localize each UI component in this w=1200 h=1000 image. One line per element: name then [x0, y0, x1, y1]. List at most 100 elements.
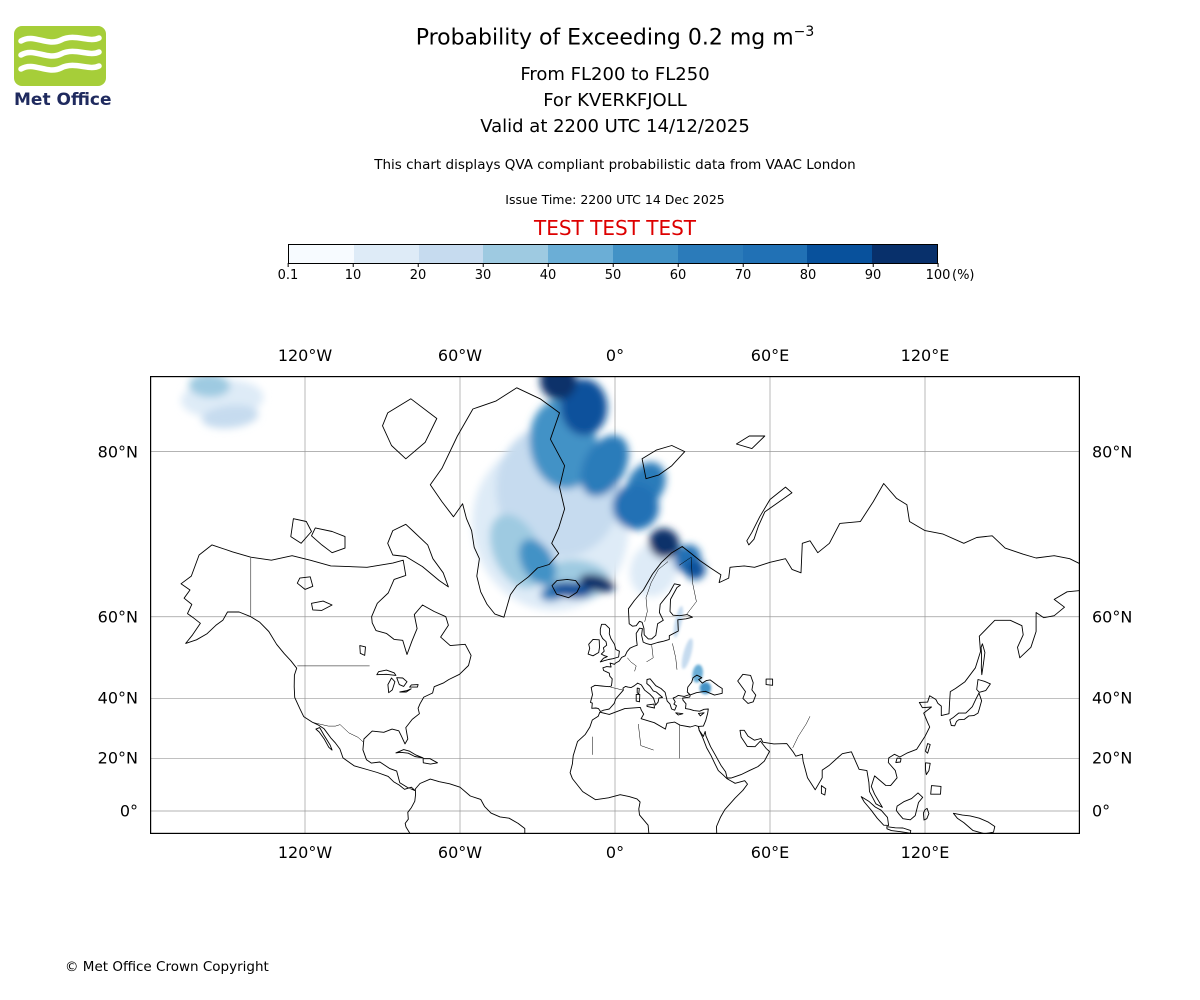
colorbar-tick-label: 0.1 [277, 263, 299, 283]
chart-title-text: Probability of Exceeding 0.2 mg m [415, 25, 794, 51]
colorbar-tick-label: 40 [539, 263, 557, 283]
ash-plume [692, 664, 704, 683]
coastline [387, 677, 396, 694]
coastline [746, 486, 793, 546]
country-border [638, 723, 654, 751]
test-banner: TEST TEST TEST [533, 216, 696, 241]
ash-plume [201, 405, 259, 429]
coastline [590, 483, 1080, 808]
ash-plume [188, 376, 231, 398]
subtitle-volcano: For KVERKFJOLL [543, 90, 687, 112]
colorbar-segment [483, 245, 549, 263]
coastline [641, 445, 686, 480]
coastline [635, 693, 641, 703]
issue-time: Issue Time: 2200 UTC 14 Dec 2025 [505, 192, 725, 208]
axis-label-bottom: 60°W [437, 843, 483, 862]
coastline [952, 812, 996, 834]
map-figure: 120°W 120°W 60°W 60°W 0° 0° 60°E 60°E 120°E 120°E… [98, 346, 1133, 862]
coastline [737, 673, 757, 704]
ash-plume [681, 638, 693, 670]
colorbar-ticks: 0.1 10 20 30 40 50 60 70 80 90 100 [278, 263, 958, 286]
coastline [315, 727, 333, 751]
logo-text: Met Office [14, 90, 112, 110]
colorbar-tick-label: 90 [864, 263, 882, 283]
ash-plumes-trail-group [673, 606, 712, 695]
coastline [311, 600, 333, 611]
colorbar-tick-label: 70 [734, 263, 752, 283]
colorbar-segment [418, 245, 484, 263]
coastlines-group [180, 387, 1080, 834]
colorbar-segment [872, 245, 937, 263]
subtitle-valid-time: Valid at 2200 UTC 14/12/2025 [480, 116, 750, 138]
axis-label-left: 0° [119, 801, 138, 821]
axis-label-top: 60°E [750, 346, 790, 365]
coastline [765, 678, 774, 686]
axis-label-left: 20°N [97, 748, 138, 768]
coastline [675, 712, 684, 716]
coastline [922, 807, 930, 821]
country-border [312, 722, 364, 743]
colorbar-segment [742, 245, 808, 263]
chart-description: This chart displays QVA compliant probab… [374, 157, 856, 174]
coastline [925, 743, 931, 754]
axis-label-left: 80°N [97, 442, 138, 462]
logo-waves-icon [14, 26, 106, 86]
coastline [930, 785, 942, 795]
ash-plume [648, 528, 680, 559]
ash-plume [612, 483, 659, 530]
axis-label-top: 120°W [277, 346, 333, 365]
coastline [396, 677, 408, 687]
country-borders-group [250, 556, 811, 759]
coastline [290, 518, 312, 544]
axis-label-right: 60°N [1092, 607, 1133, 627]
axis-label-top: 120°E [900, 346, 950, 365]
colorbar-tick-label: 80 [799, 263, 817, 283]
colorbar-tick-label: 60 [669, 263, 687, 283]
coastline [395, 749, 424, 759]
coastline [925, 762, 931, 776]
country-border [644, 561, 669, 622]
coastline [587, 638, 600, 657]
colorbar-tick-label: 100 [925, 263, 951, 283]
axis-label-right: 0° [1092, 801, 1111, 821]
ash-plumes-group [181, 376, 706, 611]
axis-label-right: 80°N [1092, 442, 1133, 462]
axis-label-right: 40°N [1092, 688, 1133, 708]
coastline [980, 643, 986, 676]
coastline [387, 523, 449, 588]
coastline [311, 527, 346, 554]
country-border [627, 657, 637, 672]
country-border [610, 686, 624, 691]
ash-plume [580, 435, 629, 497]
axis-label-bottom: 120°W [277, 843, 333, 862]
coastline [949, 692, 983, 727]
ash-plume [699, 682, 712, 695]
met-office-logo: Met Office [14, 26, 118, 110]
coastline [409, 684, 419, 688]
copyright: © Met Office Crown Copyright [65, 959, 269, 975]
country-border [646, 645, 654, 663]
coastline [429, 387, 566, 618]
coastline [895, 757, 902, 763]
coastline [636, 687, 640, 695]
coastline [404, 778, 526, 834]
ash-plume [684, 559, 706, 580]
coastline [646, 703, 655, 709]
coastline [735, 435, 766, 450]
coastline [976, 679, 991, 693]
ash-plume [519, 538, 556, 586]
coastline [399, 688, 412, 693]
chart-title: Probability of Exceeding 0.2 mg m−3 [15, 24, 1200, 50]
coastline [382, 398, 438, 460]
axis-label-left: 40°N [97, 688, 138, 708]
world-map-svg [150, 376, 1080, 834]
colorbar-tick-label: 20 [409, 263, 427, 283]
ash-plume [540, 376, 577, 400]
colorbar-segment [612, 245, 678, 263]
title-block: Probability of Exceeding 0.2 mg m−3 From… [15, 24, 1200, 240]
chart-title-exponent: −3 [793, 24, 815, 40]
coastline [296, 576, 314, 590]
coastline [551, 578, 581, 599]
axis-label-bottom: 120°E [900, 843, 950, 862]
colorbar-segment [353, 245, 419, 263]
